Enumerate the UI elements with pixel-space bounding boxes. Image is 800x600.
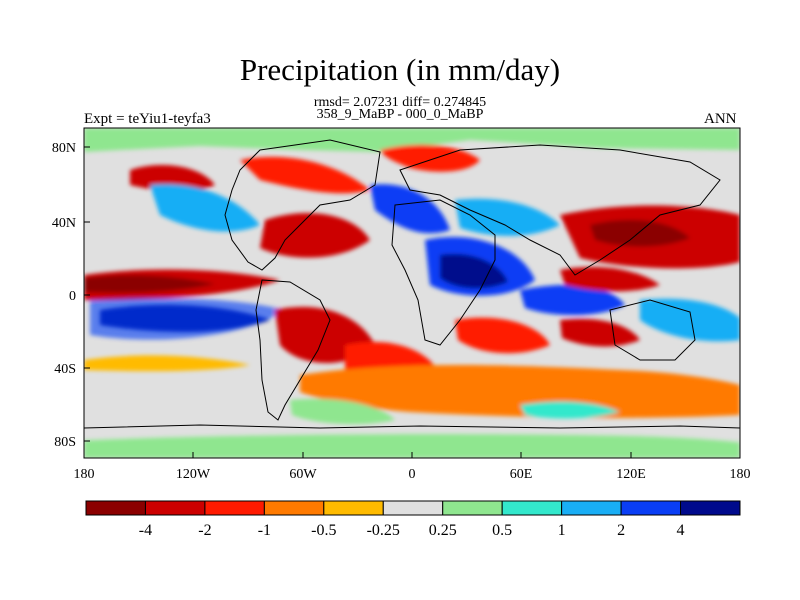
y-tick-label: 40S bbox=[54, 362, 76, 377]
colorbar-level-label: 0.5 bbox=[492, 522, 512, 539]
southern-ocean-green bbox=[290, 398, 395, 425]
tick-marks bbox=[83, 146, 741, 458]
stats-line: rmsd= 2.07231 diff= 0.274845 bbox=[313, 95, 487, 110]
colorbar-level-label: -4 bbox=[139, 522, 152, 539]
colorbar-level-label: 4 bbox=[677, 522, 685, 539]
precip-anomaly-field bbox=[84, 128, 740, 458]
australia-outline bbox=[609, 299, 696, 361]
colorbar-swatch bbox=[144, 500, 206, 516]
y-tick-label: 40N bbox=[52, 216, 76, 231]
southern-ocean-orange bbox=[300, 365, 740, 418]
x-tick-label: 120W bbox=[176, 467, 211, 482]
colorbar-level-label: 0.25 bbox=[429, 522, 457, 539]
west-pacific-darkred bbox=[590, 219, 690, 247]
north-atlantic-blue bbox=[370, 184, 450, 234]
colorbar-level-label: 1 bbox=[558, 522, 566, 539]
experiment-label: Expt = teYiu1-teyfa3 bbox=[84, 111, 211, 127]
x-tick-label: 180 bbox=[74, 467, 95, 482]
antarctic-green bbox=[84, 433, 740, 458]
y-tick-label: 80S bbox=[54, 435, 76, 450]
colorbar-swatch bbox=[680, 500, 741, 516]
coastlines bbox=[84, 139, 740, 429]
sw-pacific-blue bbox=[640, 298, 740, 342]
maritime-red bbox=[560, 266, 660, 292]
southern-ocean-cyan bbox=[520, 401, 620, 419]
x-tick-label: 180 bbox=[730, 467, 751, 482]
antarctica-outline bbox=[84, 424, 740, 429]
equatorial-darkred bbox=[84, 275, 215, 293]
x-tick-label: 60E bbox=[510, 467, 533, 482]
south-pacific-yellow bbox=[84, 355, 250, 372]
chart-title: Precipitation (in mm/day) bbox=[239, 52, 561, 87]
colorbar-level-label: -1 bbox=[258, 522, 271, 539]
south-pacific-blue bbox=[90, 297, 285, 340]
colorbar-swatch bbox=[85, 500, 146, 516]
x-tick-label: 0 bbox=[409, 467, 416, 482]
colorbar: -4 -2 -1 -0.5 -0.25 0.25 0.5 1 2 4 bbox=[85, 500, 741, 539]
x-axis-labels: 180 120W 60W 0 60E 120E 180 bbox=[74, 467, 751, 482]
x-tick-label: 120E bbox=[616, 467, 646, 482]
arctic-band bbox=[84, 128, 740, 152]
north-pacific-red bbox=[130, 165, 215, 192]
season-label: ANN bbox=[704, 111, 737, 127]
indian-ocean-blue bbox=[520, 285, 625, 316]
colorbar-swatch bbox=[501, 500, 563, 516]
y-axis-labels: 80N 40N 0 40S 80S bbox=[52, 141, 76, 450]
southern-africa-red bbox=[455, 317, 550, 354]
colorbar-swatch bbox=[620, 500, 682, 516]
australia-red bbox=[560, 318, 640, 347]
colorbar-swatch bbox=[561, 500, 622, 516]
subtropical-atlantic-red bbox=[260, 212, 370, 258]
eurasia-blue bbox=[455, 198, 560, 236]
colorbar-level-label: -0.5 bbox=[311, 522, 336, 539]
north-america-red bbox=[240, 156, 370, 194]
colorbar-level-label: -0.25 bbox=[367, 522, 400, 539]
colorbar-swatch bbox=[442, 500, 503, 516]
y-tick-label: 80N bbox=[52, 141, 76, 156]
eurasia-outline bbox=[399, 144, 721, 276]
colorbar-swatch bbox=[323, 500, 384, 516]
colorbar-swatch bbox=[263, 500, 325, 516]
y-tick-label: 0 bbox=[69, 289, 76, 304]
comparison-subtitle: 358_9_MaBP - 000_0_MaBP bbox=[316, 107, 484, 122]
africa-outline bbox=[391, 199, 496, 346]
north-america-outline bbox=[224, 139, 381, 271]
colorbar-level-label: 2 bbox=[617, 522, 625, 539]
x-tick-label: 60W bbox=[289, 467, 317, 482]
africa-darkblue bbox=[440, 253, 508, 289]
colorbar-level-label: -2 bbox=[198, 522, 211, 539]
south-pacific-neutral bbox=[84, 388, 270, 410]
ne-pacific-blue bbox=[150, 184, 260, 232]
colorbar-swatch bbox=[382, 500, 444, 516]
colorbar-swatch bbox=[204, 500, 265, 516]
south-america-outline bbox=[255, 279, 331, 421]
